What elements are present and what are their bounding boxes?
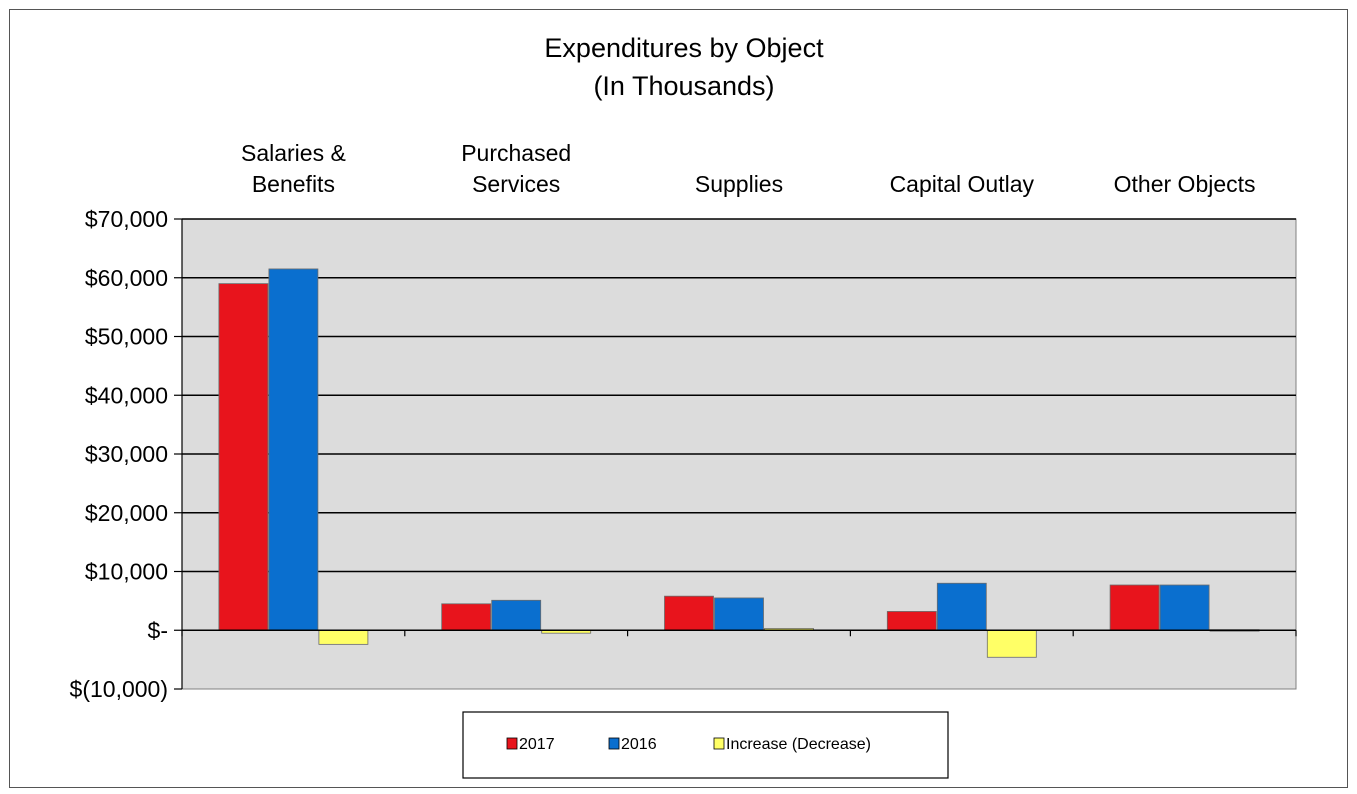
category-label: Benefits [252,171,335,197]
y-tick-label: $(10,000) [70,676,168,702]
chart-frame: Expenditures by Object (In Thousands) $7… [9,9,1348,788]
legend-swatch [608,737,620,750]
legend-swatch [506,737,518,750]
legend-box [462,711,949,779]
bar-2017-5 [1109,584,1160,631]
chart-title: Expenditures by Object [544,33,824,63]
category-label: Purchased [461,140,571,166]
y-tick-label: $30,000 [85,441,168,467]
legend-swatch [713,737,725,750]
category-label: Services [472,171,560,197]
bar-increase-decrease-1 [318,629,369,645]
y-tick-label: $60,000 [85,265,168,291]
category-label: Salaries & [241,140,346,166]
bar-increase-decrease-4 [986,629,1037,658]
bar-2017-2 [441,603,492,631]
legend-label: Increase (Decrease) [726,736,871,753]
bar-2017-4 [886,611,937,631]
y-tick-label: $10,000 [85,559,168,585]
chart-subtitle: (In Thousands) [593,71,774,101]
bar-2016-5 [1159,584,1210,631]
y-tick-label: $50,000 [85,324,168,350]
category-label: Capital Outlay [890,171,1035,197]
bar-2016-1 [268,268,319,631]
bar-2017-3 [664,595,714,631]
bar-2016-3 [714,597,764,631]
y-tick-label: $70,000 [85,206,168,232]
legend: 2017 2016 Increase (Decrease) [462,711,949,779]
chart-svg: Expenditures by Object (In Thousands) $7… [70,33,1297,779]
legend-label: 2016 [621,736,657,753]
category-label: Supplies [695,171,783,197]
y-tick-label: $40,000 [85,382,168,408]
bar-2016-4 [936,582,987,631]
y-tick-label: $- [148,617,168,643]
bar-2017-1 [218,283,269,631]
y-tick-label: $20,000 [85,500,168,526]
category-label: Other Objects [1114,171,1256,197]
plot-area: $70,000 $60,000 $50,000 $40,000 $30,000 $20,0… [70,140,1297,702]
legend-label: 2017 [519,736,555,753]
bar-2016-2 [491,599,542,631]
